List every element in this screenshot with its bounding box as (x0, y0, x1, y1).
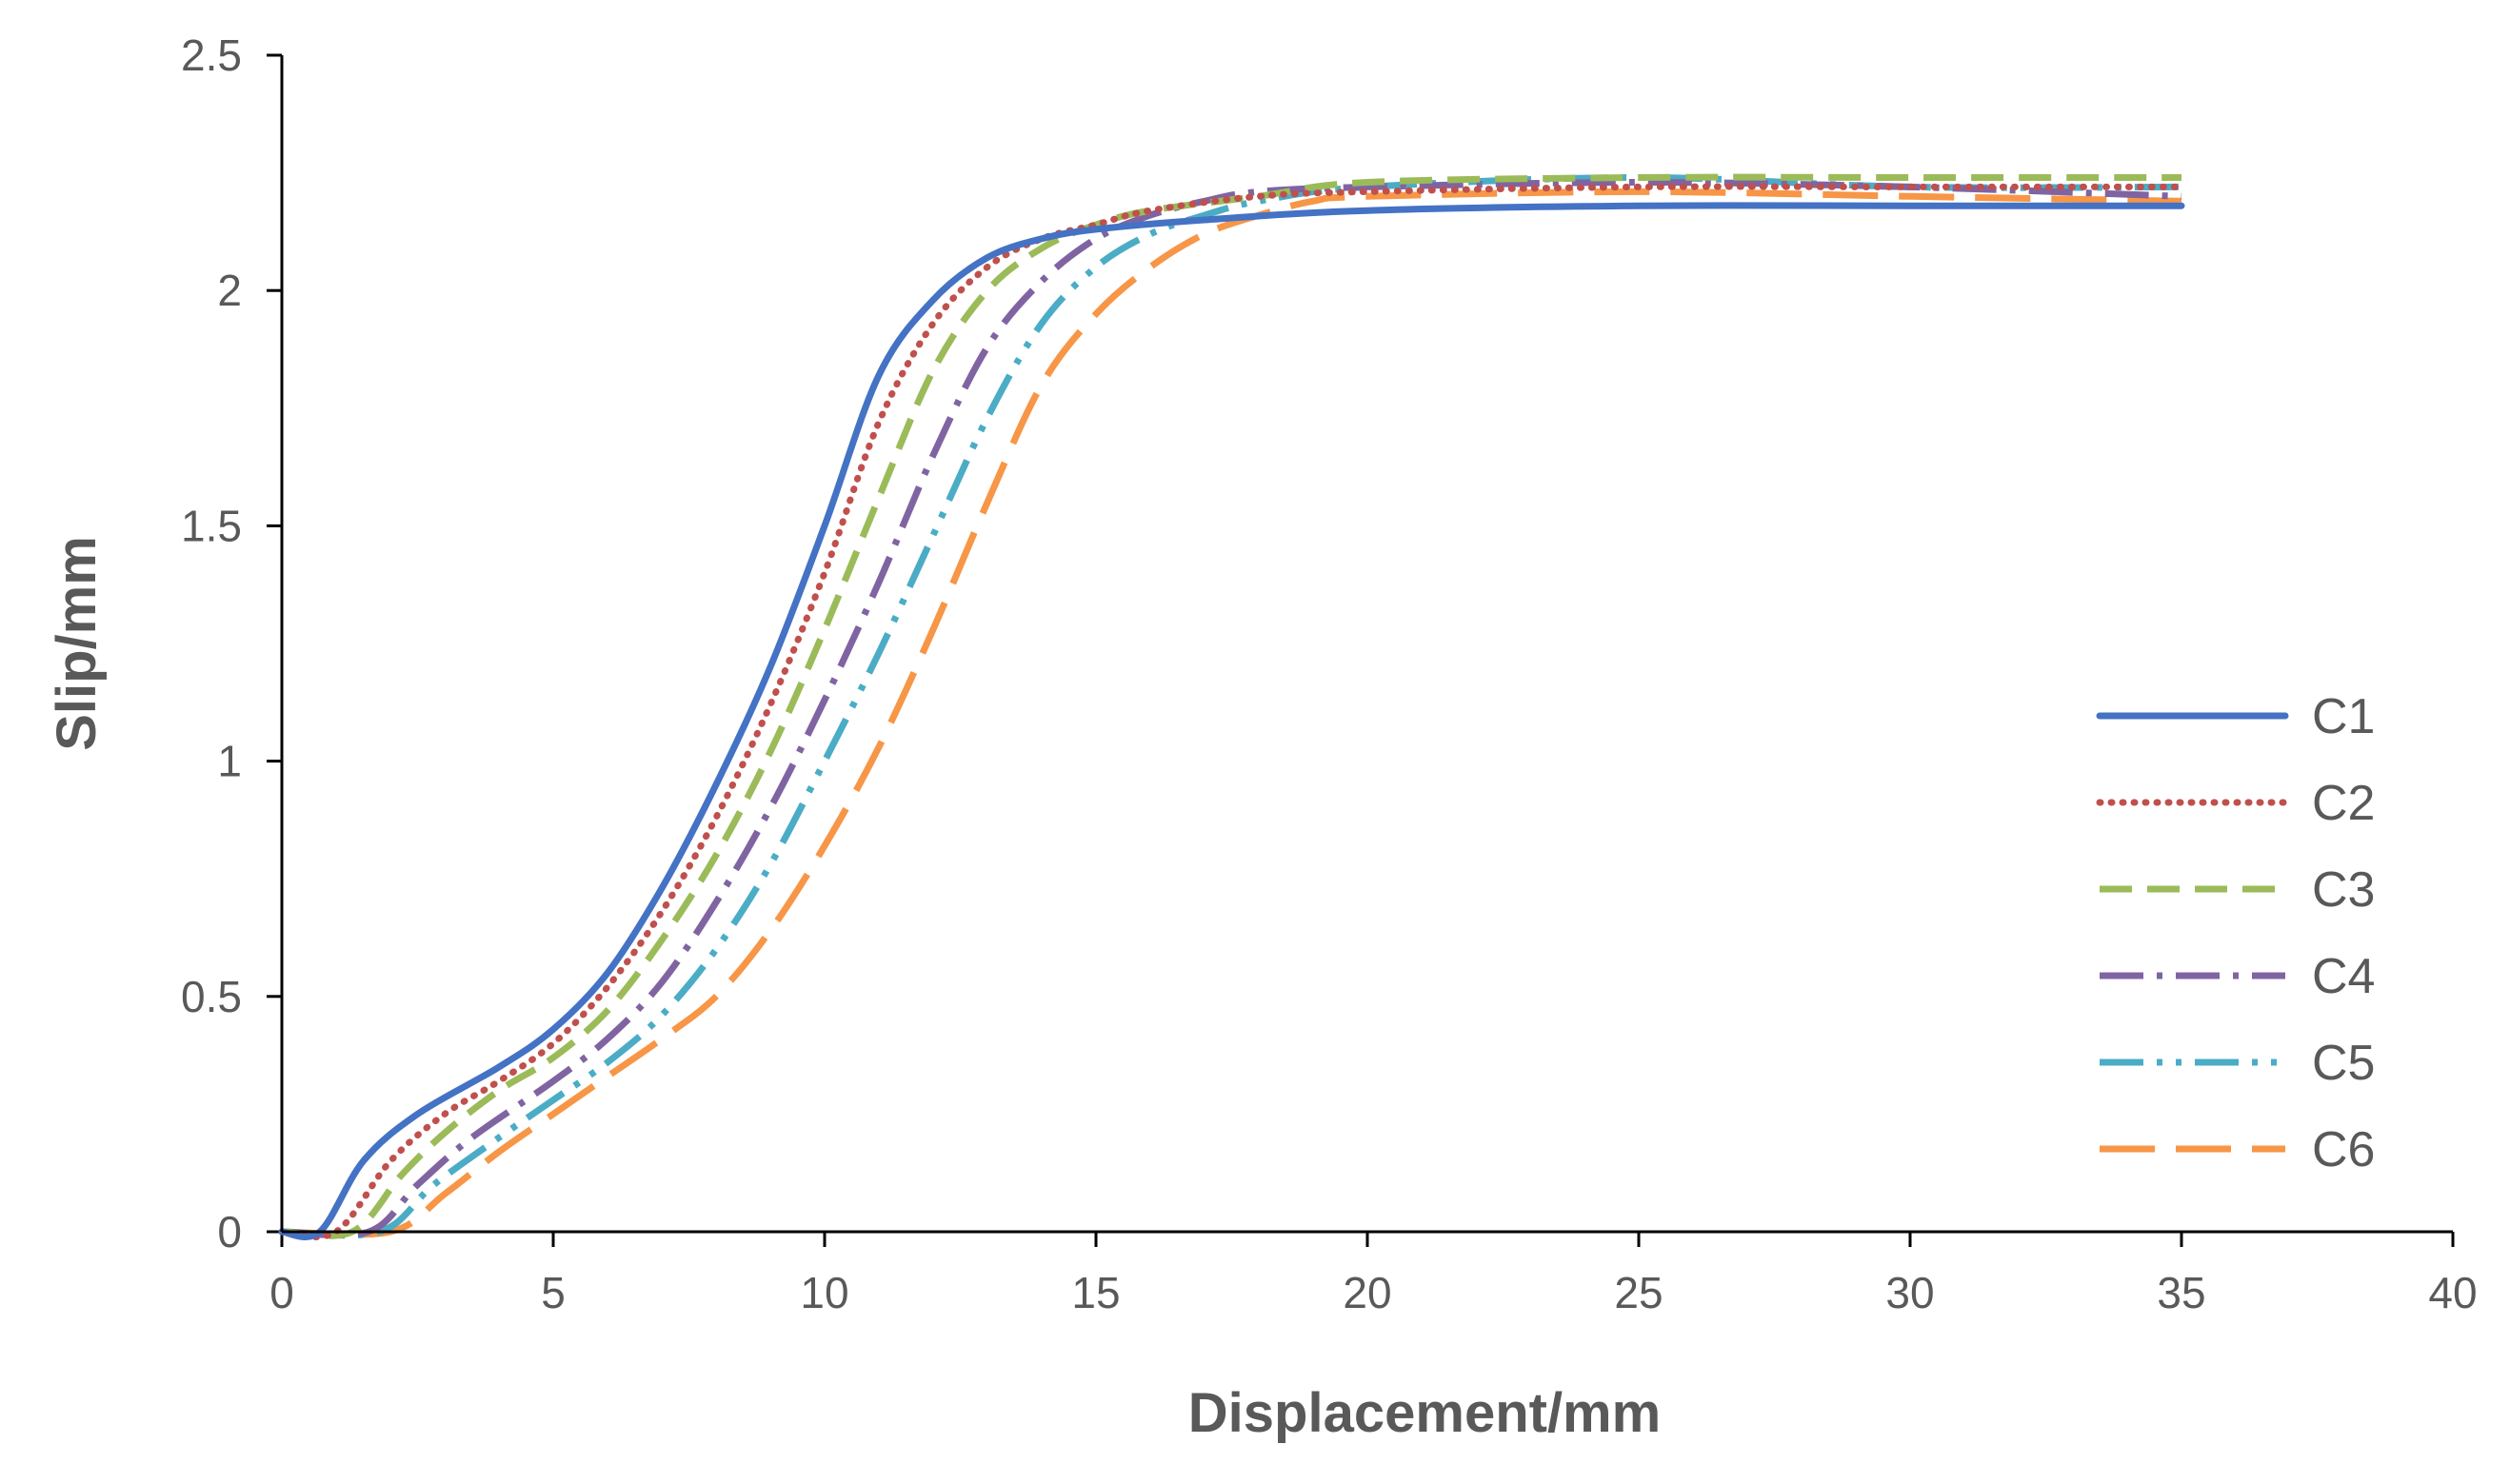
series-line-c6 (281, 188, 2182, 1238)
legend-label-c6: C6 (2312, 1122, 2375, 1177)
y-tick-label: 2 (217, 266, 242, 315)
series-line-c4 (281, 179, 2182, 1239)
x-tick-label: 20 (1343, 1268, 1391, 1317)
y-axis-title: Slip/mm (46, 536, 108, 751)
series-line-c2 (278, 183, 2185, 1240)
legend: C1 C2 C3 C4 C5 C6 (2096, 689, 2375, 1177)
legend-label-c2: C2 (2312, 776, 2375, 831)
x-tick-label: 0 (269, 1268, 294, 1317)
legend-label-c4: C4 (2312, 949, 2375, 1004)
x-tick-label: 30 (1885, 1268, 1934, 1317)
series-lines (278, 173, 2185, 1240)
x-tick-label: 15 (1071, 1268, 1120, 1317)
legend-label-c1: C1 (2312, 689, 2375, 744)
y-tick-label: 1.5 (181, 501, 242, 550)
x-tick-label: 40 (2428, 1268, 2477, 1317)
series-line-c5 (281, 174, 2182, 1239)
y-tick-label: 0 (217, 1207, 242, 1256)
series-line-c3 (281, 173, 2181, 1239)
y-tick-label: 1 (217, 737, 242, 786)
x-tick-label: 35 (2157, 1268, 2205, 1317)
x-axis-ticks: 0 5 10 15 20 25 30 35 40 (269, 1232, 2478, 1317)
legend-label-c5: C5 (2312, 1036, 2375, 1091)
y-axis-ticks: 0 0.5 1 1.5 2 2.5 (181, 30, 282, 1256)
x-tick-label: 5 (541, 1268, 566, 1317)
legend-label-c3: C3 (2312, 862, 2375, 918)
y-tick-label: 0.5 (181, 972, 242, 1021)
x-tick-label: 10 (800, 1268, 848, 1317)
y-tick-label: 2.5 (181, 30, 242, 80)
series-line-c1 (278, 202, 2185, 1240)
x-tick-label: 25 (1614, 1268, 1663, 1317)
x-axis-title: Displacement/mm (1188, 1382, 1661, 1444)
